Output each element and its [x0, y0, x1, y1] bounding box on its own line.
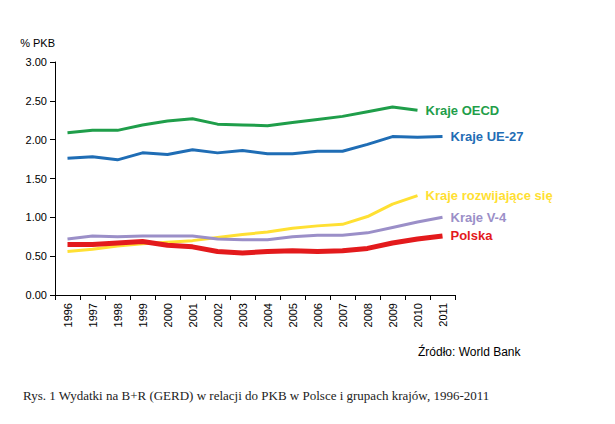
svg-text:1999: 1999	[137, 303, 149, 327]
svg-text:2001: 2001	[187, 303, 199, 327]
svg-text:1998: 1998	[112, 303, 124, 327]
svg-text:1996: 1996	[62, 303, 74, 327]
svg-text:2003: 2003	[237, 303, 249, 327]
svg-text:Kraje V-4: Kraje V-4	[451, 210, 507, 225]
svg-text:Kraje OECD: Kraje OECD	[426, 103, 500, 118]
svg-text:0.00: 0.00	[26, 289, 47, 301]
svg-text:Źródło: World Bank: Źródło: World Bank	[418, 344, 521, 359]
svg-text:2010: 2010	[412, 303, 424, 327]
svg-text:2006: 2006	[312, 303, 324, 327]
svg-text:2007: 2007	[337, 303, 349, 327]
svg-text:Kraje rozwijające się: Kraje rozwijające się	[426, 188, 553, 203]
svg-text:2.50: 2.50	[26, 95, 47, 107]
svg-text:3.00: 3.00	[26, 56, 47, 68]
svg-text:0.50: 0.50	[26, 250, 47, 262]
svg-text:2011: 2011	[437, 303, 449, 327]
svg-text:% PKB: % PKB	[20, 37, 55, 49]
svg-text:2004: 2004	[262, 303, 274, 327]
svg-text:1997: 1997	[87, 303, 99, 327]
svg-text:Rys. 1 Wydatki na B+R (GERD) w: Rys. 1 Wydatki na B+R (GERD) w relacji d…	[23, 388, 489, 403]
svg-text:2.00: 2.00	[26, 134, 47, 146]
svg-text:2000: 2000	[162, 303, 174, 327]
svg-text:2005: 2005	[287, 303, 299, 327]
svg-text:2009: 2009	[387, 303, 399, 327]
svg-text:Polska: Polska	[451, 228, 494, 243]
svg-text:2002: 2002	[212, 303, 224, 327]
svg-text:1.00: 1.00	[26, 211, 47, 223]
svg-text:1.50: 1.50	[26, 173, 47, 185]
svg-text:Kraje UE-27: Kraje UE-27	[451, 129, 524, 144]
svg-text:2008: 2008	[362, 303, 374, 327]
